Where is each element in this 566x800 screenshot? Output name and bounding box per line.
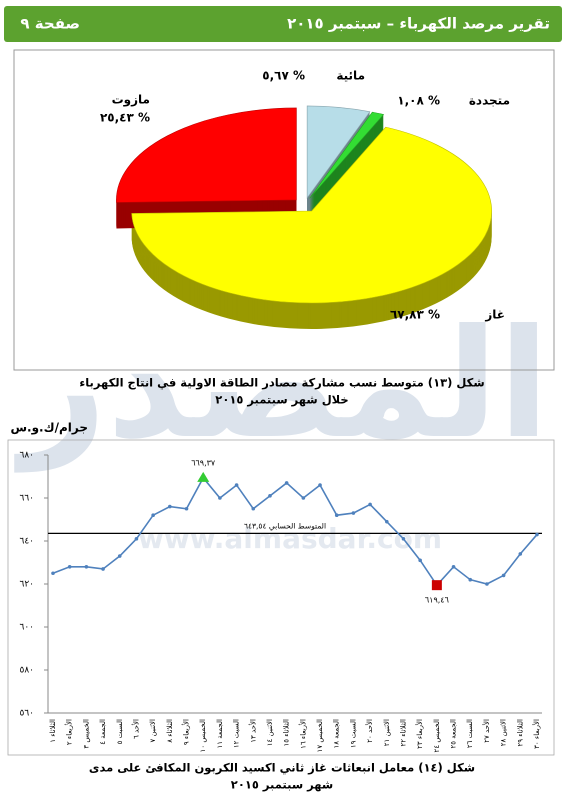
pie-caption: شكل (١٣) متوسط نسب مشاركة مصادر الطاقة ا… [79, 376, 484, 391]
data-point [401, 537, 406, 541]
x-tick-label: الاثنين ٢٨ [500, 719, 508, 746]
data-point [418, 558, 422, 563]
x-tick-label: الثلاثاء ١٥ [283, 719, 291, 747]
header-bar [4, 6, 562, 42]
slice-name: مائية [336, 69, 365, 83]
x-tick-label: الجمعة ٤ [99, 719, 107, 745]
x-tick-label: السبت ١٩ [349, 719, 357, 748]
data-label: ٦١٩,٤٦ [425, 596, 449, 605]
x-tick-label: الأربعاء ١٦ [298, 719, 307, 749]
x-tick-label: الثلاثاء ٨ [166, 719, 174, 743]
x-tick-label: الاثنين ١٤ [266, 719, 274, 746]
data-point [51, 571, 55, 576]
data-point [368, 502, 372, 507]
x-tick-label: الأحد ٢٠ [365, 719, 374, 743]
pie-chart: مائية ٥,٦٧ % متجددة ١,٠٨ % غاز ٦٧,٨٣ % مازوت ٢٥… [100, 69, 510, 329]
data-point [117, 554, 122, 558]
y-tick-label: ٦٦٠ [19, 494, 34, 504]
slice-name: متجددة [469, 94, 510, 108]
pie-slice [131, 126, 492, 304]
data-point [301, 496, 306, 500]
x-tick-label: الأحد ١٣ [248, 719, 257, 743]
line-caption: شكل (١٤) معامل انبعاثات غاز ثاني اكسيد ا… [89, 761, 475, 776]
x-tick-label: السبت ٢٦ [466, 719, 474, 748]
y-tick-label: ٦٨٠ [19, 451, 34, 461]
page-number: صفحة ٩ [20, 15, 80, 33]
x-tick-label: الأحد ٦ [131, 719, 140, 739]
x-tick-label: الأربعاء ٩ [182, 719, 191, 745]
data-point [184, 506, 189, 511]
y-tick-label: ٥٦٠ [19, 709, 34, 719]
data-point [485, 582, 489, 586]
slice-value-label: ٢٥,٤٣ % [100, 111, 150, 125]
data-point [384, 519, 389, 524]
data-point [451, 565, 456, 569]
data-point [334, 513, 339, 517]
data-point [218, 496, 222, 500]
data-point [67, 565, 72, 569]
data-point [501, 573, 506, 578]
reference-label: المتوسط الحسابي ٦٤٣,٥٤ [244, 521, 326, 530]
slice-name: غاز [484, 308, 505, 322]
pie-slice [306, 105, 371, 199]
data-point [234, 483, 239, 487]
x-tick-label: الثلاثاء ٢٢ [399, 719, 407, 747]
data-point [318, 483, 322, 487]
header-title: تقرير مرصد الكهرباء – سبتمبر ٢٠١٥ [287, 15, 550, 33]
x-tick-label: السبت ١٢ [233, 719, 241, 748]
min-marker [431, 580, 442, 591]
x-tick-label: الخميس ٢٤ [433, 719, 441, 752]
pie-caption: خلال شهر سبتمبر ٢٠١٥ [215, 393, 348, 407]
data-point [84, 565, 89, 569]
data-label: ٦٦٩,٣٧ [191, 458, 216, 467]
series-line [52, 476, 538, 587]
pie-slice [309, 111, 385, 199]
x-tick-label: الأحد ٢٧ [482, 719, 491, 743]
x-tick-label: الثلاثاء ١ [49, 719, 57, 743]
data-point [518, 552, 523, 556]
data-point [468, 577, 473, 582]
slice-value-label: ١,٠٨ % [397, 94, 440, 108]
y-tick-label: ٦٤٠ [19, 537, 34, 547]
data-point [251, 506, 256, 511]
y-tick-label: ٦٢٠ [19, 580, 34, 590]
x-tick-label: الجمعة ١١ [216, 719, 224, 749]
line-caption: شهر سبتمبر ٢٠١٥ [231, 778, 333, 792]
x-tick-label: الاثنين ٧ [149, 719, 157, 742]
x-tick-label: الاثنين ٢١ [383, 719, 391, 746]
y-axis-title: جرام/ك.و.س [10, 421, 88, 436]
x-tick-label: السبت ٥ [116, 719, 124, 744]
data-point [351, 511, 356, 515]
plot-frame [7, 439, 555, 756]
data-point [134, 537, 139, 541]
x-tick-label: الخميس ٣ [82, 719, 90, 749]
x-tick-label: الأربعاء ٣٠ [532, 719, 541, 749]
x-tick-label: الجمعة ٢٥ [450, 719, 458, 749]
data-point [168, 504, 172, 509]
pie-slice [116, 107, 297, 203]
x-tick-label: الخميس ١٠ [199, 719, 207, 752]
x-tick-label: الجمعة ١٨ [333, 719, 341, 749]
slice-name: مازوت [112, 93, 150, 108]
data-point [268, 494, 272, 498]
y-tick-label: ٥٨٠ [19, 666, 34, 676]
data-point [535, 532, 539, 537]
data-point [284, 481, 289, 485]
data-point [151, 513, 155, 517]
y-tick-label: ٦٠٠ [19, 623, 34, 633]
pie-frame [13, 49, 555, 371]
x-tick-label: الأربعاء ٢ [65, 719, 74, 745]
slice-value-label: ٥,٦٧ % [262, 69, 305, 83]
data-point [101, 567, 105, 571]
x-tick-label: الأربعاء ٢٣ [415, 719, 424, 749]
x-tick-label: الثلاثاء ٢٩ [516, 719, 524, 747]
max-marker [197, 471, 210, 482]
line-chart: جرام/ك.و.س ٥٦٠ ٥٨٠ ٦٠٠ ٦٢٠ ٦٤٠ ٦٦٠ ٦٨٠ الثلاثاء … [7, 421, 555, 756]
slice-value-label: ٦٧,٨٣ % [390, 308, 440, 322]
x-tick-label: الخميس ١٧ [316, 719, 324, 752]
